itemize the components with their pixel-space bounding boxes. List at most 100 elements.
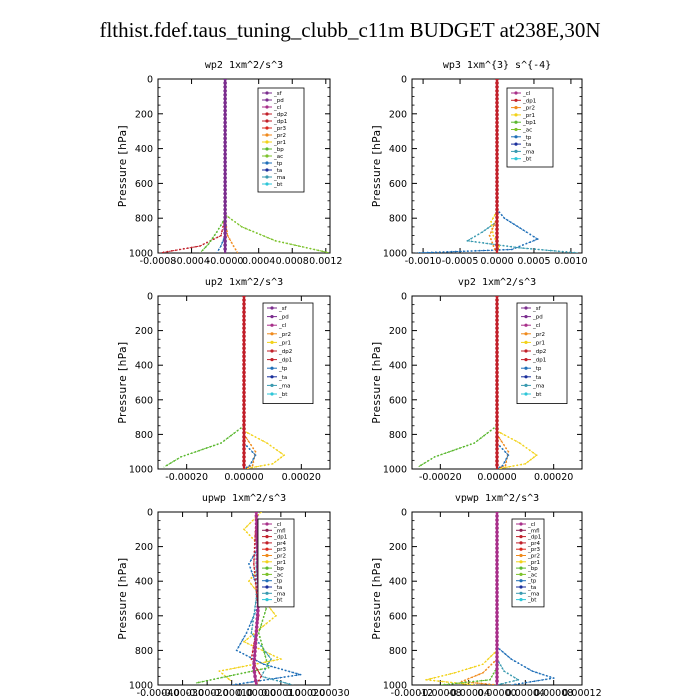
x-tick-label: -0.00012 — [391, 688, 434, 699]
legend-label: _dp1 — [273, 119, 287, 125]
legend-label: _ac — [273, 572, 283, 578]
legend-box — [257, 87, 305, 193]
series-marker — [254, 454, 257, 457]
legend-marker — [270, 306, 274, 310]
series-marker — [498, 249, 501, 251]
series-marker — [217, 248, 220, 251]
series-marker — [440, 453, 443, 456]
series-marker — [176, 458, 179, 460]
x-tick-label: -0.00020 — [165, 472, 208, 483]
series-marker — [254, 578, 257, 581]
series-marker — [234, 221, 237, 223]
series-marker — [199, 245, 201, 247]
series-marker — [545, 674, 548, 677]
series-marker — [223, 183, 227, 188]
series-marker — [243, 640, 245, 643]
series-marker — [279, 658, 282, 660]
series-marker — [178, 248, 181, 251]
series-marker — [291, 674, 294, 677]
series-marker — [234, 248, 237, 251]
series-marker — [495, 663, 499, 667]
series-marker — [268, 677, 271, 680]
series-marker — [242, 354, 246, 359]
series-marker — [216, 443, 219, 446]
x-tick-label: 0.0008 — [276, 256, 309, 267]
series-marker — [529, 241, 532, 243]
series-marker — [229, 434, 232, 437]
series-marker — [243, 635, 246, 638]
series-marker — [495, 215, 499, 220]
legend-label: _ta — [273, 585, 282, 591]
series-marker — [252, 633, 255, 635]
legend-label: _bt — [273, 598, 283, 604]
legend-marker — [265, 598, 269, 602]
series-marker — [254, 605, 257, 608]
legend-label: _cl — [273, 105, 282, 111]
series-marker — [450, 250, 453, 253]
budget-panel-2: wp3 1xm^{3} s^{-4} Pressure [hPa] 0 200 400 6… — [371, 60, 588, 267]
series-marker — [251, 628, 253, 631]
legend-marker — [265, 585, 269, 589]
series-marker — [220, 245, 222, 247]
series-marker — [495, 227, 499, 232]
series-marker — [495, 298, 499, 302]
series-marker — [206, 241, 208, 244]
series-marker — [325, 251, 328, 253]
series-marker — [223, 128, 227, 133]
series-marker — [495, 398, 499, 403]
series-marker — [257, 647, 260, 650]
series-marker — [162, 251, 165, 253]
legend-marker — [270, 366, 274, 370]
series-marker — [223, 108, 227, 113]
series-marker — [261, 620, 264, 622]
series-marker — [470, 250, 473, 252]
series-marker — [495, 578, 499, 583]
series-marker — [495, 191, 499, 196]
legend-marker — [514, 149, 518, 153]
legend-label: _sf — [278, 306, 288, 312]
series-marker — [201, 448, 204, 451]
series-marker — [495, 463, 499, 467]
series-marker — [552, 677, 555, 679]
y-tick-label: 800 — [389, 214, 407, 225]
series-marker — [270, 608, 272, 611]
x-tick-label: -0.00010 — [210, 688, 253, 699]
series-marker — [495, 199, 499, 204]
series-marker — [483, 434, 485, 437]
series-marker — [251, 624, 254, 627]
legend-marker — [514, 98, 518, 102]
legend-label: _pr1 — [522, 113, 535, 119]
legend-marker — [519, 541, 523, 545]
series-marker — [253, 555, 256, 557]
series-marker — [262, 647, 265, 650]
legend-marker — [270, 315, 274, 319]
series-marker — [507, 450, 510, 453]
series-marker — [495, 570, 499, 575]
series-marker — [503, 670, 505, 673]
series-marker — [223, 112, 227, 117]
series-marker — [453, 671, 456, 674]
series-marker — [495, 172, 499, 176]
series-marker — [253, 678, 258, 683]
series-marker — [227, 216, 230, 219]
series-line — [224, 79, 330, 253]
series-marker — [266, 662, 269, 665]
legend-marker — [265, 91, 269, 95]
series-marker — [504, 682, 507, 684]
series-marker — [226, 234, 229, 237]
series-marker — [495, 211, 499, 216]
series-marker — [245, 466, 248, 469]
series-marker — [223, 144, 227, 149]
series-marker — [501, 464, 504, 467]
series-marker — [495, 306, 499, 310]
legend-marker — [519, 591, 523, 595]
series-marker — [223, 152, 227, 156]
series-marker — [532, 451, 535, 454]
series-marker — [474, 240, 477, 243]
series-marker — [508, 465, 511, 468]
series-marker — [517, 682, 520, 685]
series-marker — [455, 682, 458, 685]
series-marker — [251, 654, 253, 657]
series-marker — [478, 673, 481, 676]
series-marker — [245, 445, 248, 447]
